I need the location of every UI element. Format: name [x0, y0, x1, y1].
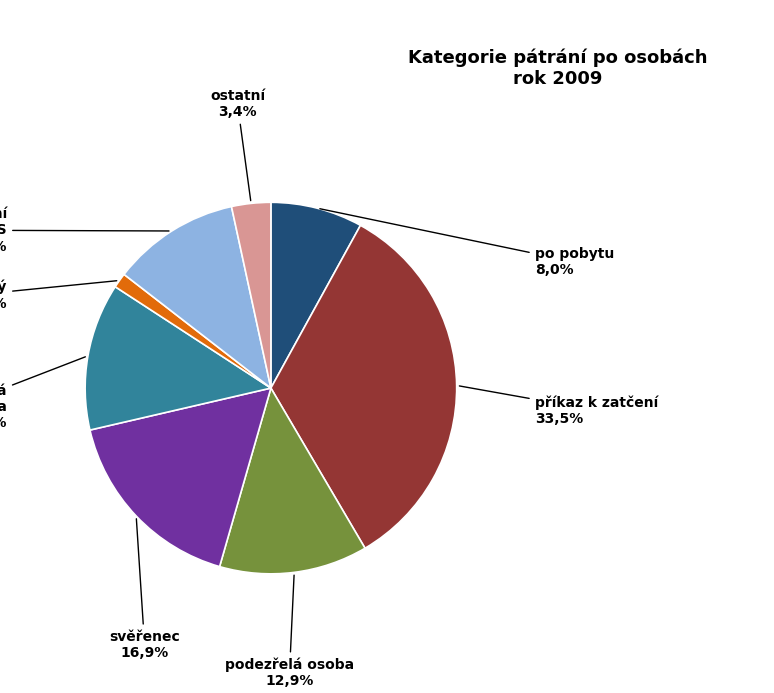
Wedge shape	[124, 207, 271, 388]
Text: příkaz k zatčení
33,5%: příkaz k zatčení 33,5%	[460, 386, 658, 426]
Text: pohřešovaná
osoba
12,8%: pohřešovaná osoba 12,8%	[0, 357, 85, 430]
Wedge shape	[90, 388, 271, 567]
Text: podezřelá osoba
12,9%: podezřelá osoba 12,9%	[225, 575, 354, 688]
Wedge shape	[271, 202, 361, 388]
Text: ostatní
3,4%: ostatní 3,4%	[210, 89, 265, 201]
Wedge shape	[220, 388, 365, 574]
Wedge shape	[271, 225, 457, 548]
Text: Kategorie pátrání po osobách
rok 2009: Kategorie pátrání po osobách rok 2009	[408, 49, 707, 88]
Text: svěřenec
16,9%: svěřenec 16,9%	[109, 519, 180, 660]
Wedge shape	[115, 274, 271, 388]
Wedge shape	[85, 287, 271, 430]
Wedge shape	[231, 202, 271, 388]
Text: příkaz k dodání
do VTOS
11,1%: příkaz k dodání do VTOS 11,1%	[0, 207, 169, 254]
Text: obviněný
1,3%: obviněný 1,3%	[0, 280, 117, 310]
Text: po pobytu
8,0%: po pobytu 8,0%	[320, 209, 614, 277]
